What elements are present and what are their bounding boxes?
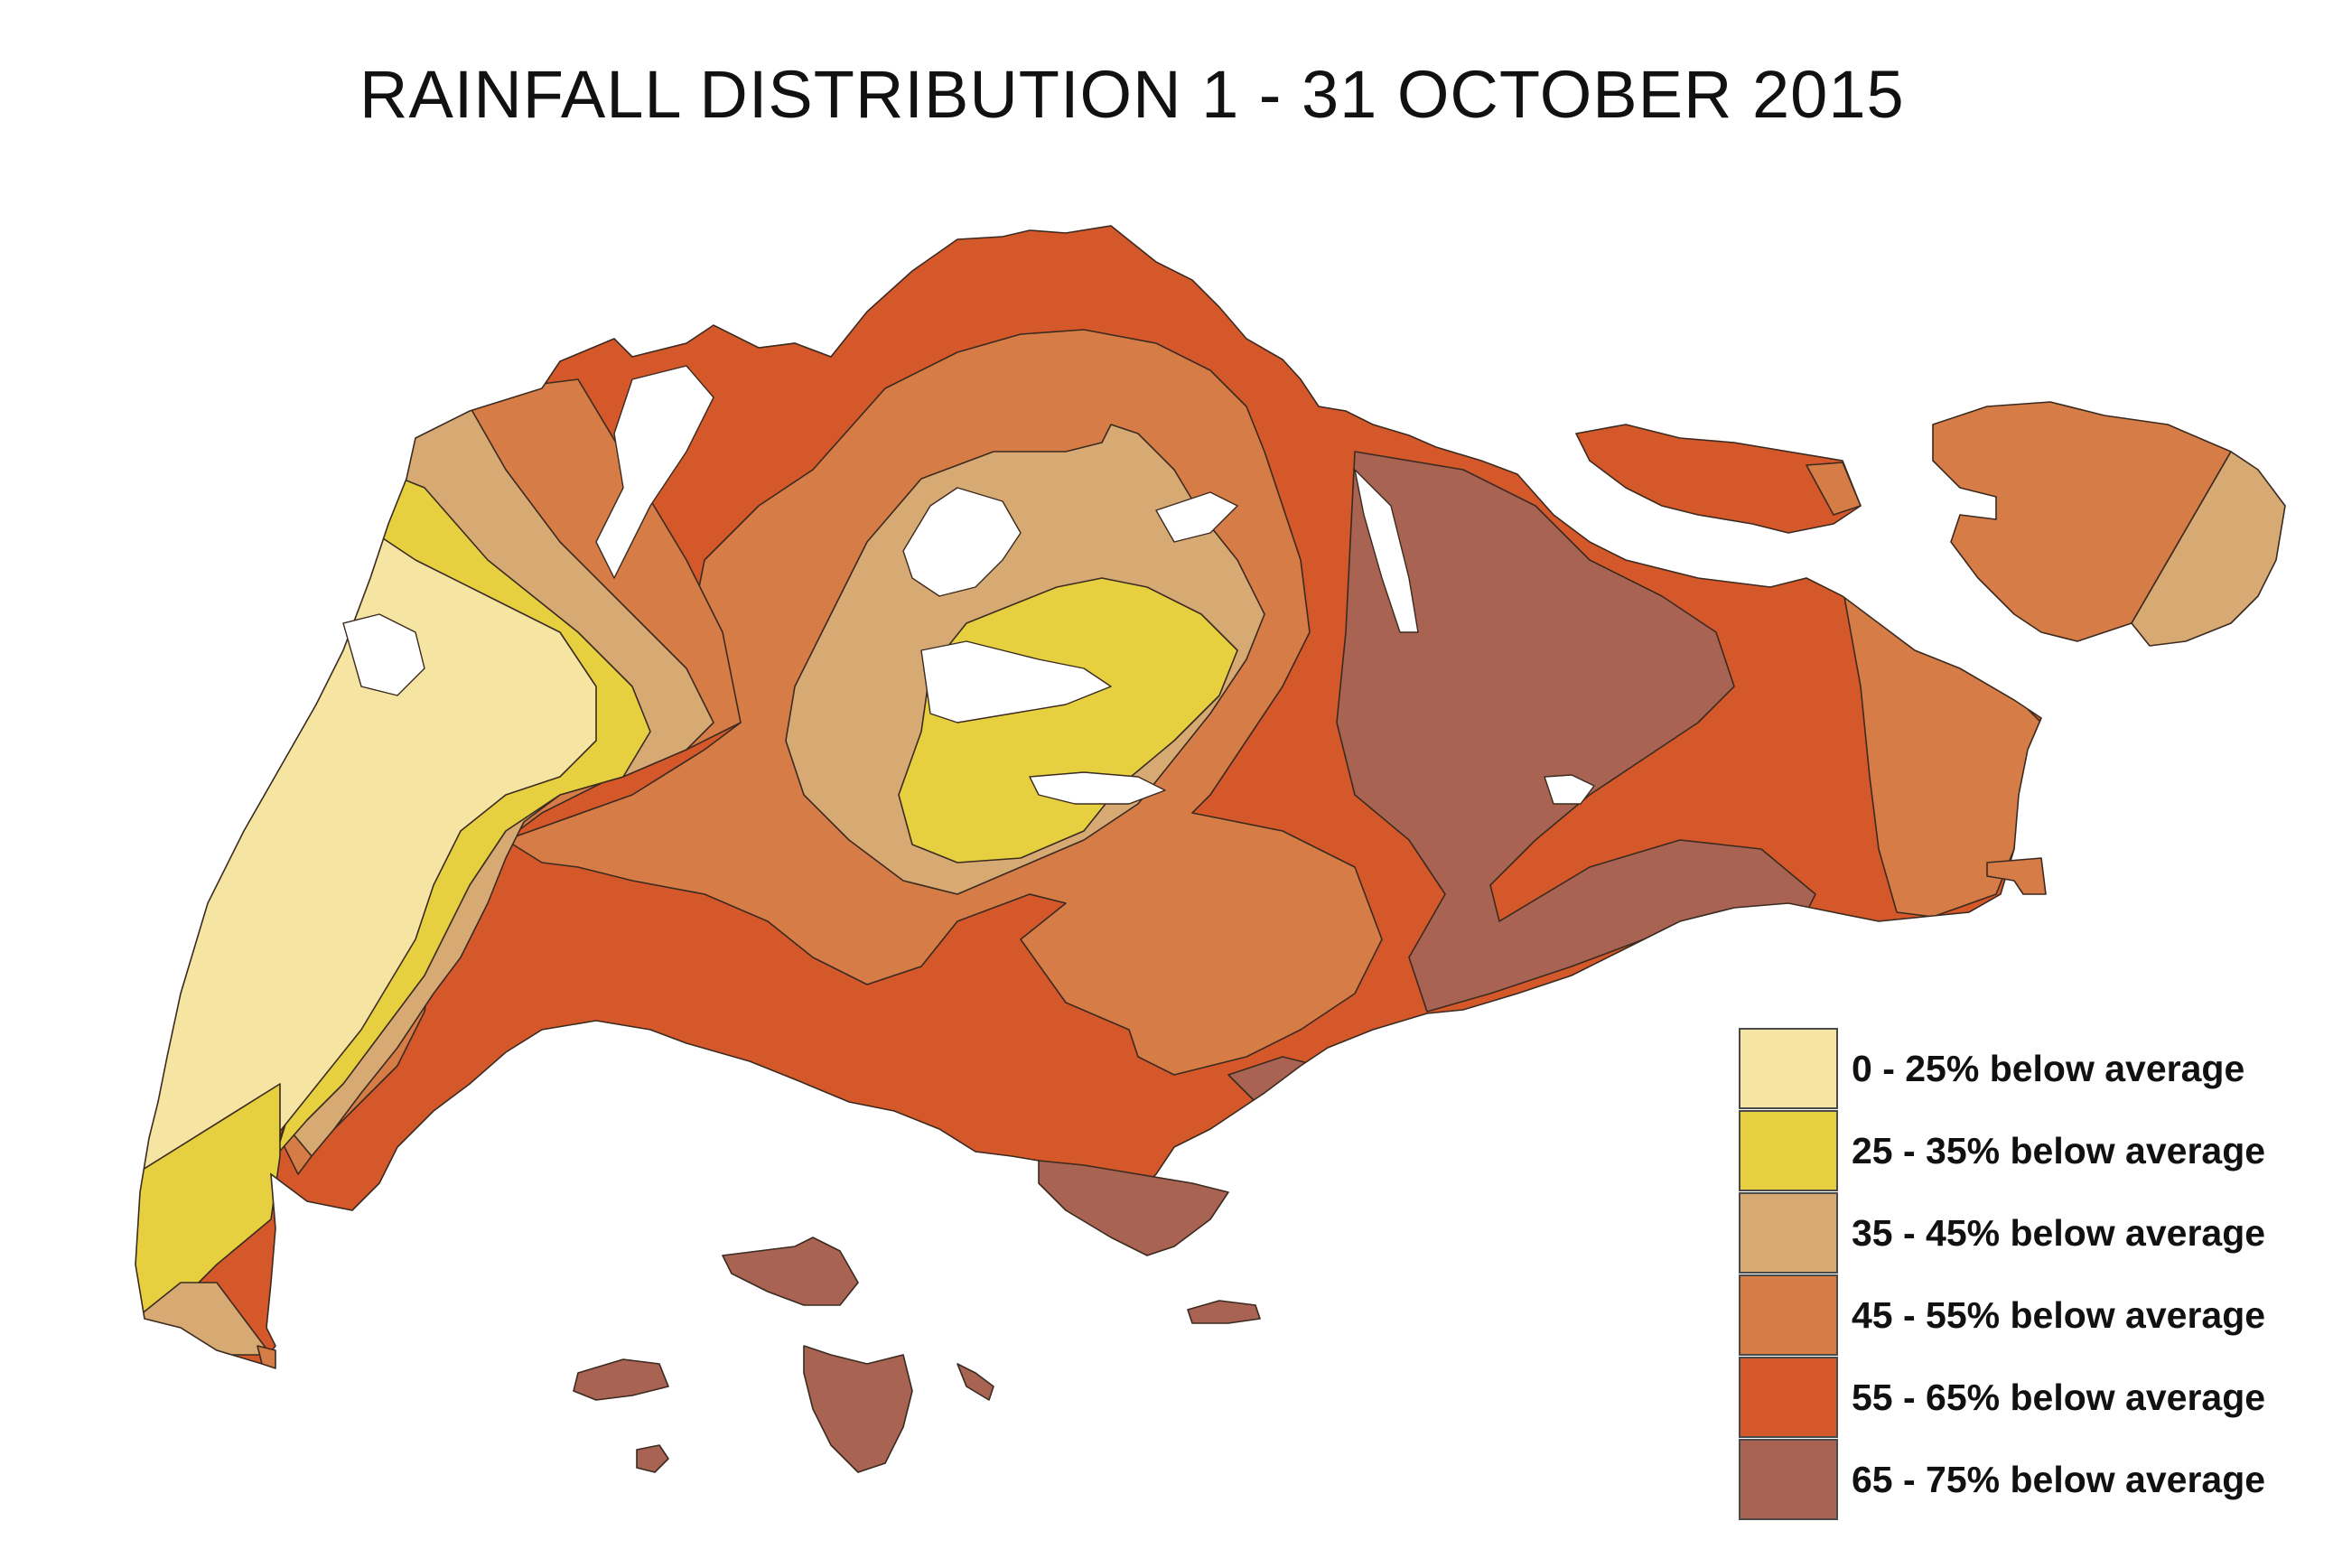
island-south-e [1187, 1300, 1261, 1324]
island-south-d [636, 1444, 669, 1473]
island-sentosa [1038, 1160, 1229, 1256]
water-bodies [342, 365, 1595, 805]
reservoir-east-inlet [1155, 491, 1238, 543]
island-west-tip [257, 1345, 276, 1369]
legend-swatch-45-55 [1739, 1274, 1838, 1356]
legend-swatch-35-45 [1739, 1192, 1838, 1274]
island-changi-tip [1986, 857, 2047, 895]
legend-item: 0 - 25% below average [1739, 1028, 2299, 1110]
legend-item: 65 - 75% below average [1739, 1439, 2299, 1521]
legend-label: 55 - 65% below average [1852, 1377, 2266, 1418]
river-north-east [1354, 469, 1419, 633]
legend-label: 45 - 55% below average [1852, 1294, 2266, 1336]
legend-item: 35 - 45% below average [1739, 1192, 2299, 1274]
legend-swatch-55-65 [1739, 1357, 1838, 1438]
legend-swatch-65-75 [1739, 1439, 1838, 1520]
legend-label: 0 - 25% below average [1852, 1048, 2245, 1089]
island-pulau-tekong-45-55 [1932, 401, 2232, 642]
legend-item: 55 - 65% below average [1739, 1357, 2299, 1439]
island-south-b [803, 1345, 913, 1473]
legend-label: 65 - 75% below average [1852, 1459, 2266, 1500]
reservoir-upper-central [902, 487, 1022, 597]
legend-swatch-25-35 [1739, 1110, 1838, 1191]
island-south-a [722, 1237, 859, 1306]
legend-swatch-0-25 [1739, 1028, 1838, 1109]
island-ubin-tip [1806, 462, 1862, 516]
reservoir-east [1544, 774, 1595, 805]
island-south-c [573, 1358, 669, 1401]
reservoir-lower-central [1029, 771, 1166, 805]
zone-65-75-east [1336, 451, 1816, 1013]
island-south-f [957, 1363, 994, 1401]
island-pulau-ubin [1575, 424, 1862, 534]
legend: 0 - 25% below average 25 - 35% below ave… [1739, 1028, 2299, 1521]
legend-label: 35 - 45% below average [1852, 1212, 2266, 1254]
reservoir-west [342, 613, 425, 696]
legend-item: 45 - 55% below average [1739, 1274, 2299, 1357]
offshore-islands [257, 401, 2286, 1473]
reservoir-central [920, 640, 1112, 723]
legend-item: 25 - 35% below average [1739, 1110, 2299, 1192]
map-title: RAINFALL DISTRIBUTION 1 - 31 OCTOBER 201… [359, 57, 1905, 132]
reservoir-north [595, 365, 714, 579]
island-pulau-tekong-35-45 [2131, 451, 2286, 647]
legend-label: 25 - 35% below average [1852, 1130, 2266, 1171]
